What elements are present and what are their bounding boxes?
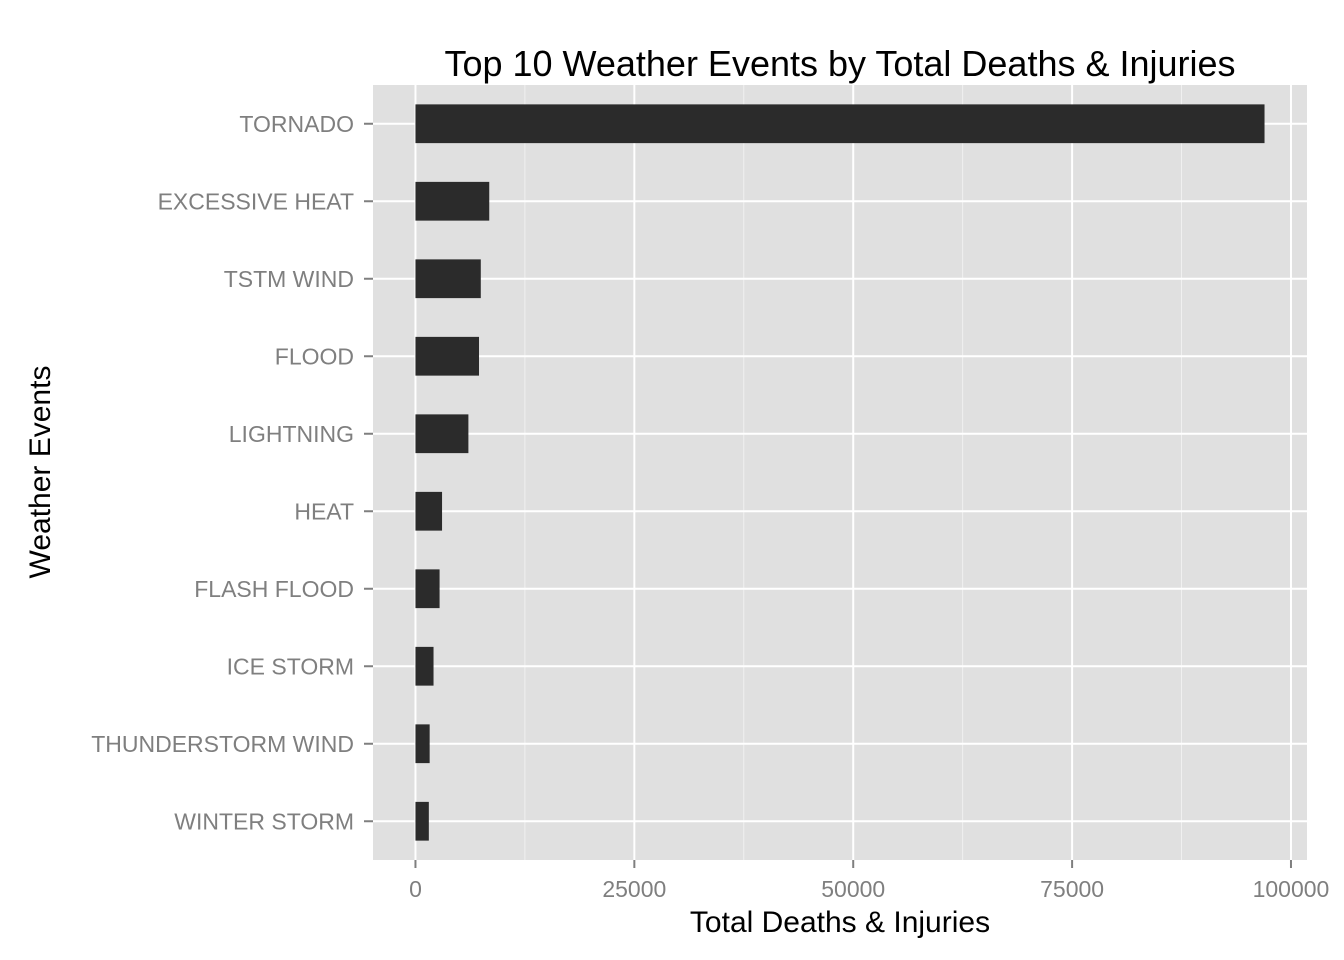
minor-gridlines: [524, 85, 1183, 860]
bars: [415, 104, 1265, 841]
y-tick-label: TSTM WIND: [224, 266, 354, 292]
y-tick-label: ICE STORM: [227, 653, 354, 679]
bar-thunderstorm-wind: [415, 724, 430, 764]
x-axis-title: Total Deaths & Injuries: [690, 906, 990, 939]
x-tick-label: 25000: [602, 876, 666, 902]
bar-heat: [415, 491, 443, 531]
y-tick-label: TORNADO: [239, 111, 354, 137]
bar-flash-flood: [415, 569, 440, 609]
x-tick-label: 75000: [1040, 876, 1104, 902]
y-tick-label: THUNDERSTORM WIND: [91, 731, 354, 757]
chart-title: Top 10 Weather Events by Total Deaths & …: [444, 43, 1235, 84]
y-axis-ticks: TORNADO EXCESSIVE HEAT TSTM WIND FLOOD LIGHT…: [91, 111, 373, 834]
x-axis-ticks: 0 25000 50000 75000 100000: [409, 860, 1329, 902]
y-tick-label: LIGHTNING: [229, 421, 354, 447]
y-tick-label: FLOOD: [275, 343, 354, 369]
bar-ice-storm: [415, 646, 434, 686]
y-tick-label: WINTER STORM: [174, 808, 354, 834]
y-axis-title: Weather Events: [24, 366, 57, 579]
x-tick-label: 100000: [1253, 876, 1330, 902]
y-tick-label: EXCESSIVE HEAT: [158, 188, 354, 214]
bar-lightning: [415, 414, 469, 454]
bar-tornado: [415, 104, 1265, 144]
x-tick-label: 0: [409, 876, 422, 902]
bar-flood: [415, 336, 480, 376]
plot-panel: [373, 85, 1307, 860]
bar-winter-storm: [415, 801, 429, 841]
bar-excessive-heat: [415, 181, 490, 221]
x-tick-label: 50000: [821, 876, 885, 902]
bar-tstm-wind: [415, 259, 481, 299]
y-tick-label: HEAT: [294, 498, 354, 524]
y-tick-label: FLASH FLOOD: [194, 576, 354, 602]
